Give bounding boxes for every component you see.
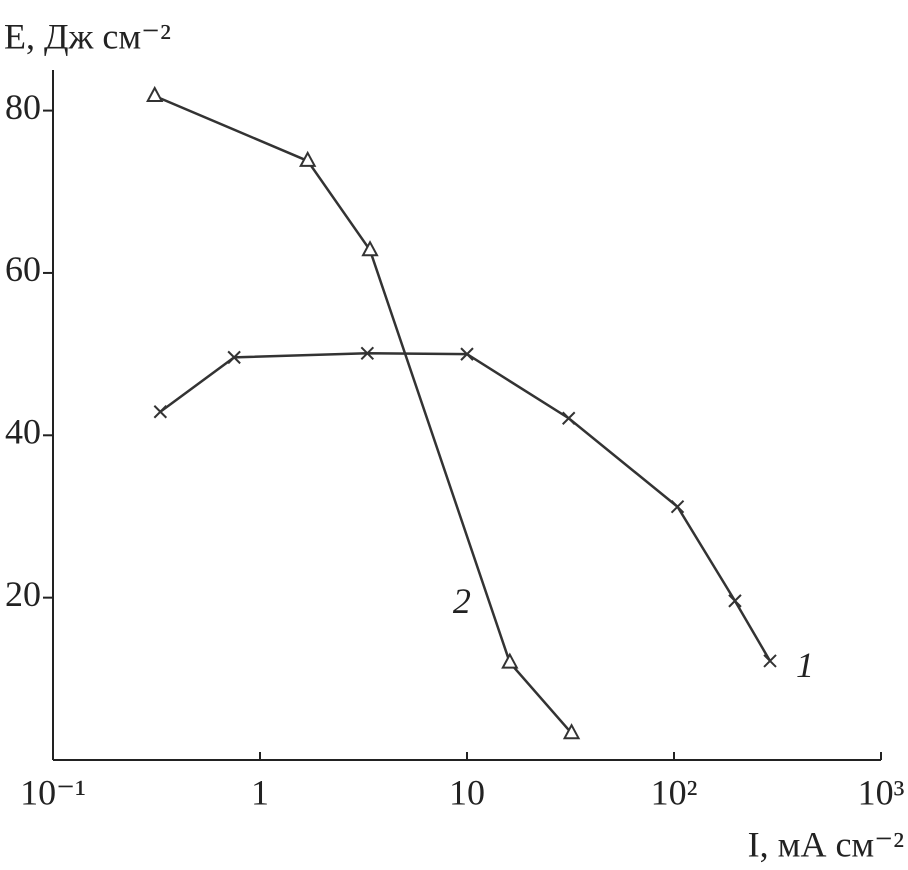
y-tick-label: 20	[5, 574, 41, 614]
series-line	[154, 94, 573, 735]
y-tick-label: 40	[5, 412, 41, 452]
x-tick-label: 10²	[651, 772, 698, 812]
x-tick-label: 10⁻¹	[20, 772, 86, 812]
series-label: 2	[453, 581, 471, 621]
x-tick-label: 1	[251, 772, 269, 812]
cross-marker	[562, 411, 576, 425]
cross-marker	[670, 500, 685, 514]
x-axis-label: I, мА см⁻²	[748, 824, 904, 864]
cross-marker	[728, 594, 742, 608]
triangle-marker	[562, 723, 581, 740]
series-label: 1	[796, 645, 814, 685]
y-axis-label: E, Дж см⁻²	[4, 16, 171, 56]
cross-marker	[360, 346, 375, 361]
x-tick-label: 10³	[858, 772, 905, 812]
y-tick-label: 80	[5, 87, 41, 127]
cross-marker	[153, 405, 168, 419]
x-tick-label: 10	[449, 772, 485, 812]
triangle-marker	[146, 85, 164, 102]
cross-marker	[763, 654, 777, 668]
cross-marker	[460, 347, 474, 361]
triangle-marker	[299, 150, 317, 167]
y-tick-label: 60	[5, 249, 41, 289]
series-line	[159, 352, 772, 662]
triangle-marker	[501, 652, 519, 669]
triangle-marker	[361, 240, 379, 257]
cross-marker	[227, 350, 241, 365]
